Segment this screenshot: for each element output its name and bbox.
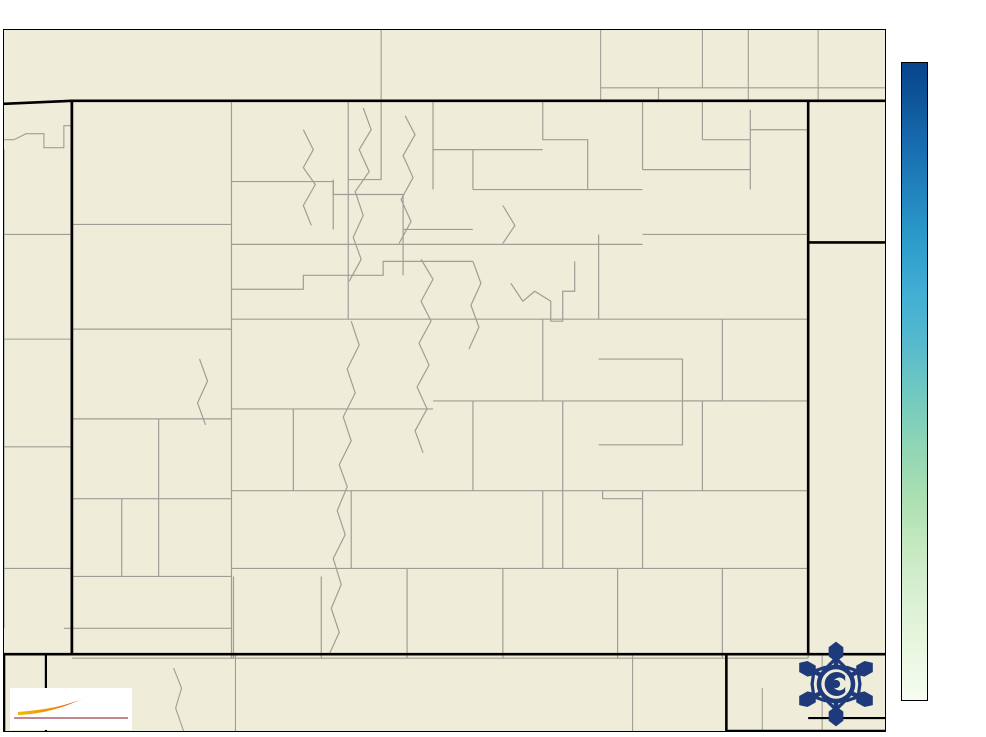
colorbar-gradient [901,62,928,701]
snowflake-c-letter [824,672,846,696]
map-canvas[interactable] [3,29,886,732]
county-borders-layer [4,30,885,731]
state-borders-layer [4,99,885,731]
acis-logo-svg [10,688,132,730]
map-svg [4,30,885,731]
acis-logo [10,688,132,730]
snowflake-watermark [790,638,882,730]
snowflake-icon [799,641,873,727]
